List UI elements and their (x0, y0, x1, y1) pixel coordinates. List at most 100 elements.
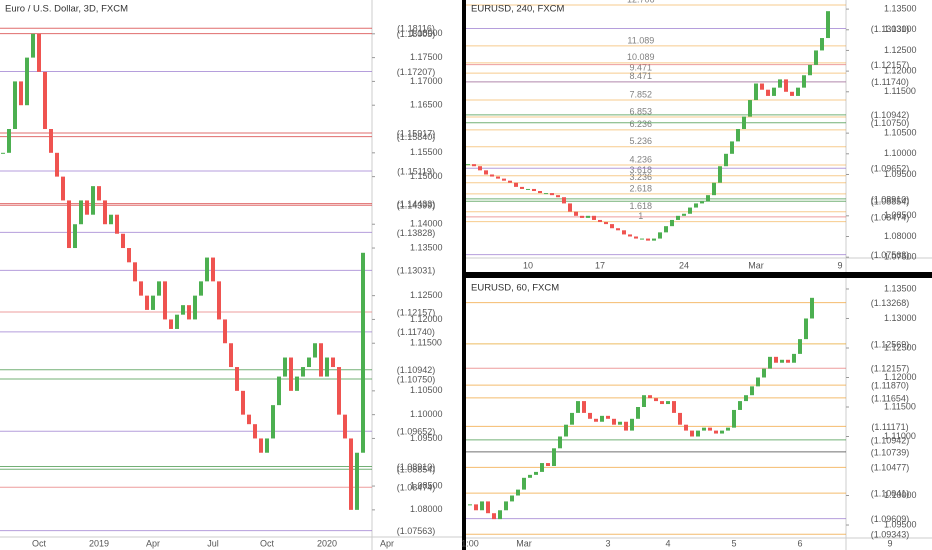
level-label: (1.11171) (871, 422, 908, 432)
panel-left (0, 0, 462, 550)
x-tick-label: Oct (260, 538, 275, 548)
x-tick-label: Apr (146, 538, 160, 548)
candle (546, 463, 550, 467)
y-tick-label: 1.09500 (884, 169, 917, 179)
candle (688, 207, 692, 214)
x-tick-label: 1:00 (461, 538, 479, 548)
candle (826, 11, 830, 39)
candle (724, 153, 728, 167)
candle (766, 89, 770, 96)
candle (718, 166, 722, 183)
candle (229, 343, 233, 368)
level-label: (1.18005) (397, 29, 436, 39)
candle (37, 33, 41, 72)
candle (792, 353, 796, 363)
y-tick-label: 1.08000 (410, 504, 443, 514)
level-label: (1.10041) (871, 488, 910, 498)
candle (127, 248, 131, 263)
y-tick-label: 1.13500 (884, 3, 917, 13)
candle (532, 188, 536, 192)
candle (670, 219, 674, 227)
candle (762, 368, 766, 378)
level-label: (1.13031) (871, 24, 910, 34)
candle (490, 174, 494, 177)
candle (798, 339, 802, 354)
candle (712, 182, 716, 196)
candle (768, 356, 772, 369)
candle (19, 81, 23, 106)
level-label: (1.09609) (871, 514, 910, 524)
candle (594, 418, 598, 422)
candle (73, 224, 77, 249)
panel-title: EURUSD, 240, FXCM (471, 4, 565, 15)
candle (612, 418, 616, 425)
candle (790, 91, 794, 96)
level-label: (1.15840) (397, 132, 436, 142)
candle (181, 305, 185, 315)
fib-label: 6.853 (630, 106, 653, 116)
y-tick-label: 1.13500 (410, 242, 443, 252)
level-label: (1.10477) (871, 463, 910, 473)
y-tick-label: 1.11000 (884, 431, 916, 441)
candle (676, 215, 680, 220)
candle (504, 501, 508, 511)
candle (169, 319, 173, 329)
candle (778, 79, 782, 88)
candle (814, 50, 818, 65)
candle (478, 166, 482, 171)
candle (648, 395, 652, 399)
level-label: (1.12157) (871, 364, 910, 374)
fib-label: 8.471 (630, 71, 653, 81)
x-tick-label: 2020 (317, 538, 337, 548)
candle (564, 424, 568, 437)
candle (684, 424, 688, 431)
candle (103, 200, 107, 225)
candle (600, 415, 604, 422)
candle (337, 367, 341, 415)
candle (79, 200, 83, 225)
x-tick-label: 9 (887, 538, 892, 548)
candle (756, 377, 760, 387)
x-tick-label: Mar (516, 538, 532, 548)
candle (289, 357, 293, 391)
fib-label: 1 (638, 211, 643, 221)
level-label: (1.09343) (871, 530, 910, 540)
candle (175, 314, 179, 329)
candle (706, 195, 710, 202)
candle (738, 401, 742, 410)
candle (97, 186, 101, 201)
panel-bottom-right (466, 278, 932, 550)
candle (660, 401, 664, 405)
candle (630, 418, 634, 431)
level-label: (1.09652) (871, 164, 910, 174)
candle (496, 176, 500, 179)
y-tick-label: 1.10500 (884, 128, 917, 138)
candle (259, 438, 263, 453)
candle (61, 176, 65, 201)
candle (558, 436, 562, 449)
y-tick-label: 1.18000 (410, 28, 443, 38)
candle (732, 409, 736, 428)
fib-label: 3.236 (630, 172, 653, 182)
candle (628, 234, 632, 237)
candle (301, 367, 305, 377)
candle (526, 188, 530, 190)
candle (750, 386, 754, 396)
panel-title: Euro / U.S. Dollar, 3D, FXCM (5, 4, 128, 15)
candle (133, 262, 137, 282)
candle (55, 152, 59, 177)
candle (720, 430, 724, 434)
candle (91, 186, 95, 215)
level-label: (1.10942) (397, 365, 436, 375)
candle (570, 412, 574, 425)
candle (624, 421, 628, 431)
candle (217, 281, 221, 320)
level-label: (1.08854) (397, 465, 436, 475)
candle (616, 228, 620, 231)
candle (574, 211, 578, 216)
candle (520, 186, 524, 189)
candle (343, 414, 347, 439)
candle (586, 215, 590, 218)
candle (468, 504, 472, 506)
candle (187, 305, 191, 320)
